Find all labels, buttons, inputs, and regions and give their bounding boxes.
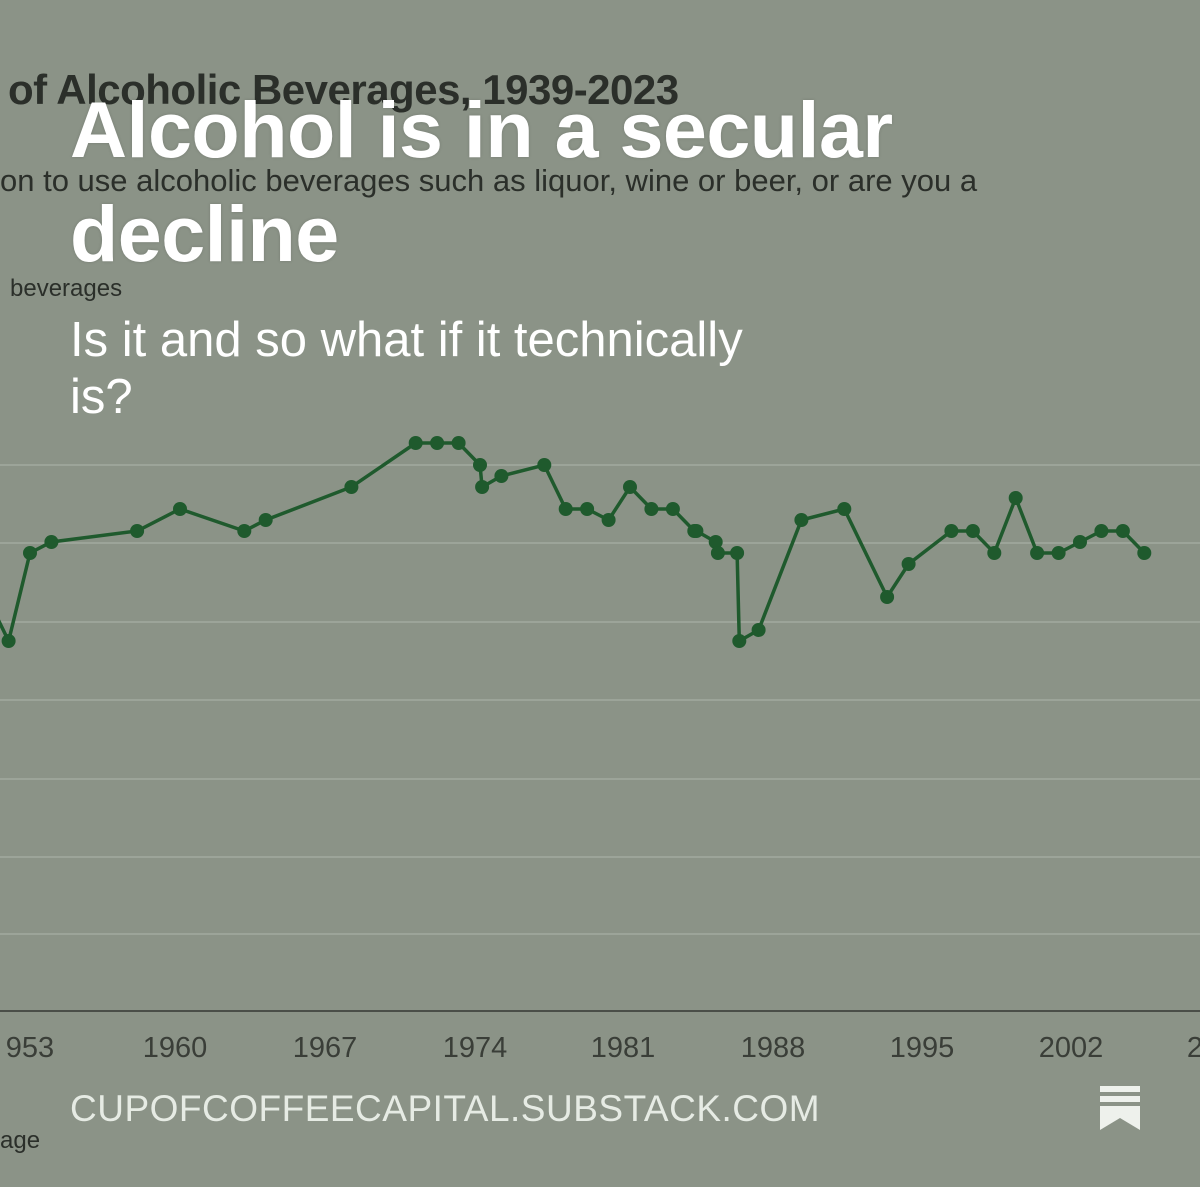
- data-point: [730, 546, 745, 560]
- data-point: [965, 524, 980, 538]
- x-tick-label: 1981: [591, 1032, 656, 1064]
- data-point: [987, 546, 1002, 560]
- data-point: [623, 480, 637, 494]
- data-point: [1115, 524, 1130, 538]
- data-point: [1008, 491, 1023, 505]
- x-tick-label: 953: [6, 1032, 54, 1064]
- data-point: [473, 458, 487, 472]
- background-chart-footer: age: [0, 1127, 41, 1154]
- background-chart-legend: beverages: [10, 275, 123, 302]
- data-point: [258, 513, 273, 527]
- data-point: [344, 480, 359, 494]
- data-point: [494, 469, 509, 483]
- data-point: [130, 524, 145, 538]
- series-line: [0, 441, 1146, 647]
- background-chart-question: on to use alcoholic beverages such as li…: [0, 163, 978, 198]
- data-point: [237, 524, 252, 538]
- data-point: [1051, 546, 1066, 560]
- background-chart-title: of Alcoholic Beverages, 1939-2023: [8, 66, 679, 113]
- data-point: [475, 480, 490, 494]
- data-point: [1030, 546, 1045, 560]
- bookmark-icon[interactable]: [1098, 1085, 1142, 1131]
- data-point: [1, 634, 16, 648]
- data-point: [451, 436, 466, 450]
- data-point: [710, 546, 725, 560]
- post-headline[interactable]: Alcohol is in a secular decline: [70, 85, 893, 278]
- site-url-link[interactable]: CUPOFCOFFEECAPITAL.SUBSTACK.COM: [70, 1088, 821, 1129]
- data-point: [537, 458, 552, 472]
- x-tick-label: 2002: [1039, 1032, 1104, 1064]
- x-tick-label: 2: [1187, 1032, 1200, 1064]
- data-point: [23, 546, 37, 560]
- data-point: [944, 524, 959, 538]
- data-point: [689, 524, 704, 538]
- x-tick-label: 1974: [443, 1032, 508, 1064]
- data-point: [580, 502, 595, 516]
- data-point: [837, 502, 852, 516]
- data-point: [1137, 546, 1152, 560]
- data-point: [601, 513, 616, 527]
- data-point: [1094, 524, 1109, 538]
- data-point: [794, 513, 809, 527]
- data-point: [430, 436, 445, 450]
- x-tick-label: 1967: [293, 1032, 358, 1064]
- data-point: [644, 502, 659, 516]
- x-tick-label: 1988: [741, 1032, 806, 1064]
- data-point: [665, 502, 680, 516]
- x-tick-label: 1995: [890, 1032, 955, 1064]
- data-point: [732, 634, 747, 648]
- data-point: [558, 502, 573, 516]
- data-point: [173, 502, 187, 516]
- data-point: [708, 535, 723, 549]
- data-point: [901, 557, 916, 571]
- data-point: [408, 436, 423, 450]
- data-point: [880, 590, 895, 604]
- data-point: [1073, 535, 1087, 549]
- x-tick-label: 1960: [143, 1032, 208, 1064]
- post-subtitle: Is it and so what if it technically is?: [70, 313, 743, 424]
- data-point: [44, 535, 59, 549]
- data-point: [751, 623, 766, 637]
